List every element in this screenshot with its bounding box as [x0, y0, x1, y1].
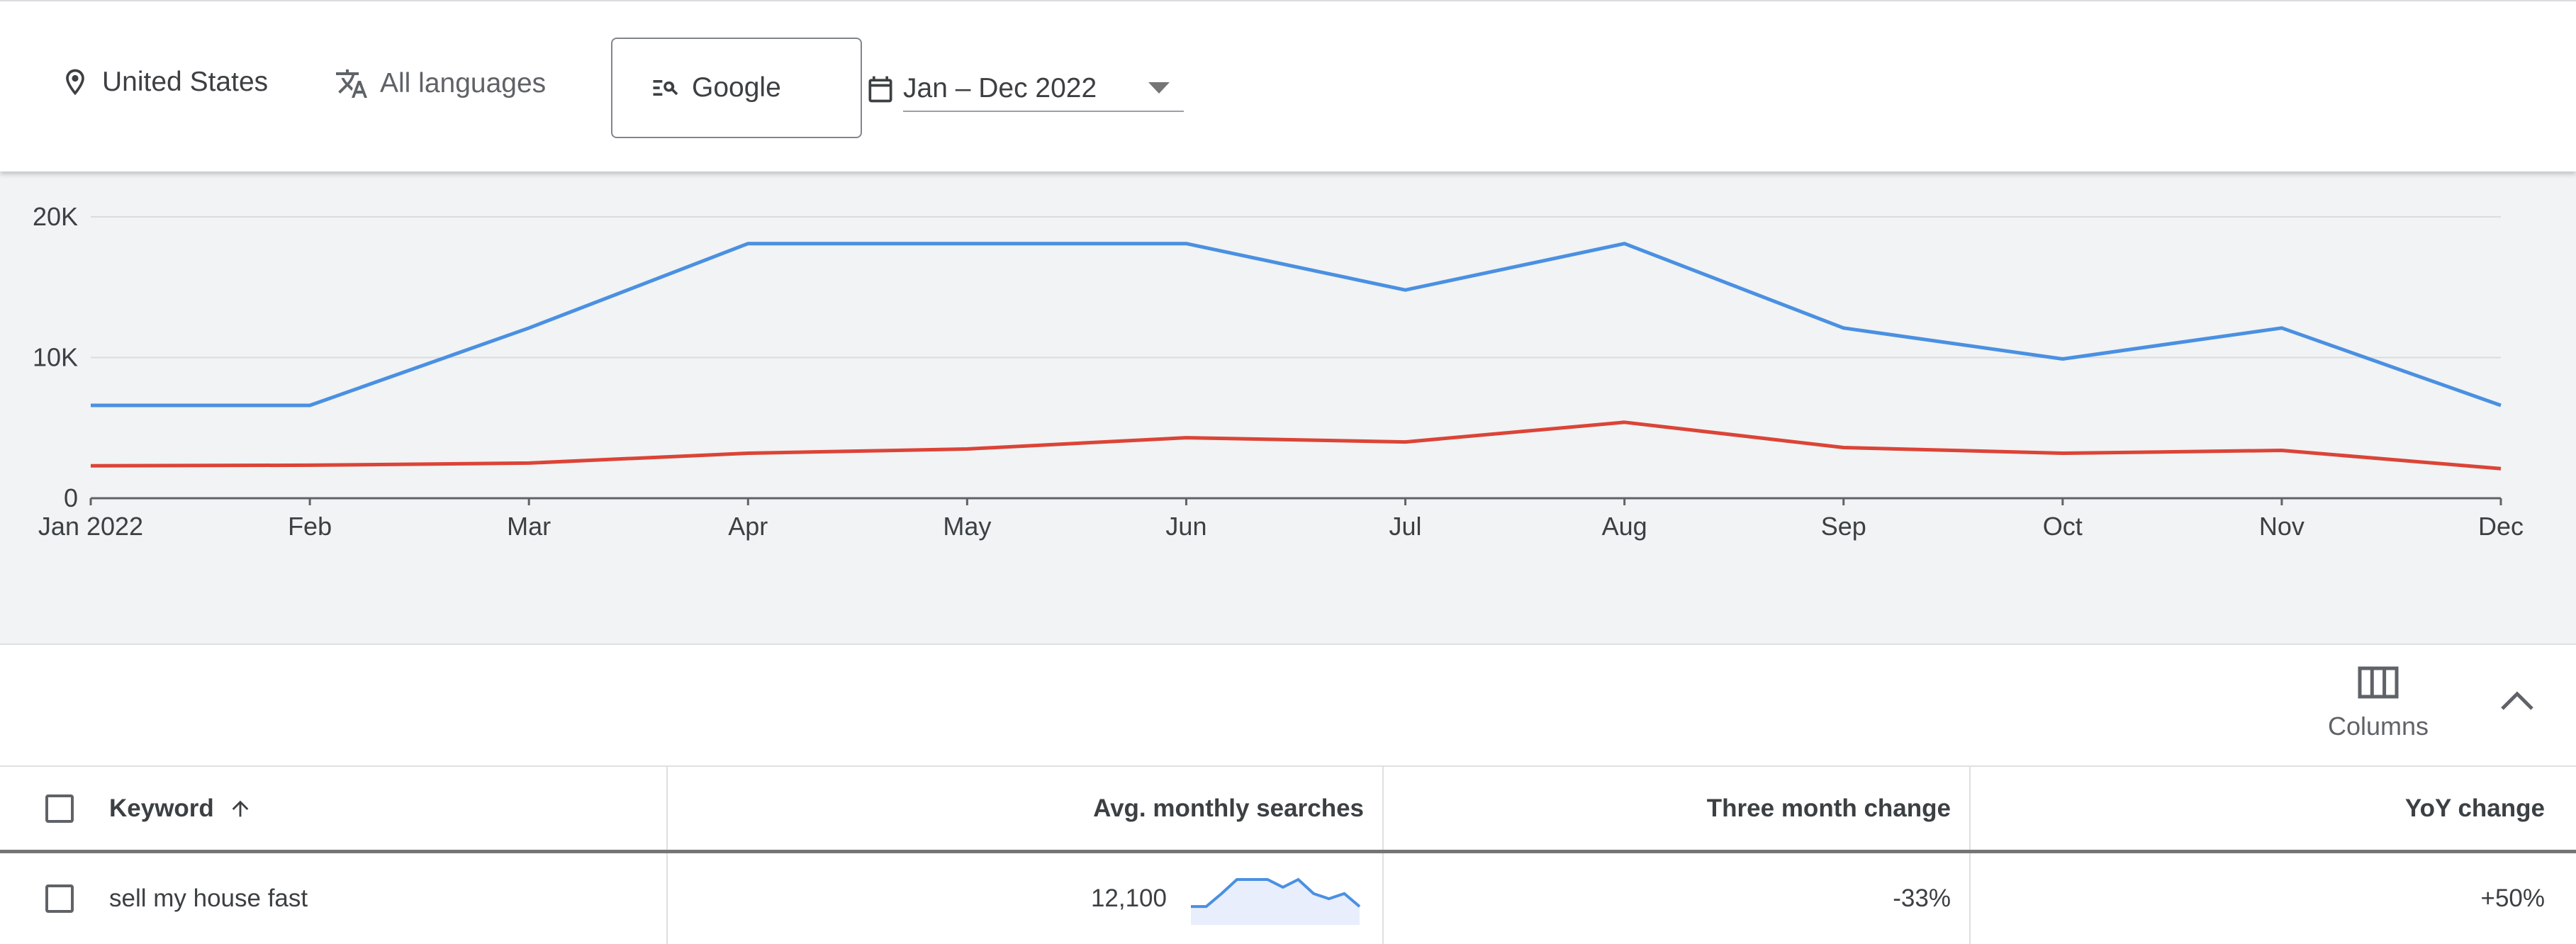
sparkline-line — [1191, 877, 1361, 909]
keyword-text: sell my house fast — [109, 884, 308, 912]
language-filter[interactable]: All languages — [335, 67, 546, 101]
series-line-1 — [91, 242, 2502, 408]
location-filter-label: United States — [102, 67, 269, 97]
yoy-change-header[interactable]: YoY change — [1969, 767, 2576, 850]
three-month-change-header[interactable]: Three month change — [1382, 767, 1969, 850]
three-month-change-cell: -33% — [1382, 853, 1969, 944]
calendar-icon — [868, 76, 892, 103]
x-tick-label: Jul — [1389, 512, 1422, 541]
date-range-label: Jan – Dec 2022 — [903, 73, 1097, 103]
select-all-checkbox[interactable] — [45, 794, 74, 823]
row-checkbox[interactable] — [45, 884, 74, 913]
chevron-up-icon — [2501, 691, 2533, 710]
y-tick-label: 20K — [33, 202, 78, 231]
x-tick-label: Dec — [2478, 512, 2524, 541]
table-header: Keyword Avg. monthly searches Three mont… — [0, 765, 2576, 853]
search-volume-chart: 0 10K 20K Jan 2022 Feb Mar Apr May Jun Jul Aug Sep O… — [0, 172, 2576, 645]
network-filter-label: Google — [692, 72, 781, 103]
table-toolbar: Columns — [0, 645, 2576, 765]
avg-monthly-searches-cell: 12,100 — [666, 853, 1382, 944]
keyword-header-label: Keyword — [109, 794, 214, 822]
yoy-change-cell: +50% — [1969, 853, 2576, 944]
x-tick-label: Mar — [507, 512, 551, 541]
y-tick-label: 0 — [64, 483, 78, 512]
x-tick-label: Apr — [728, 512, 768, 541]
series-line-2 — [90, 420, 2502, 471]
x-tick-label: Jan 2022 — [38, 512, 143, 541]
three-month-change-label: Three month change — [1706, 794, 1951, 822]
yoy-change-value: +50% — [2480, 884, 2546, 912]
keyword-column-header[interactable]: Keyword — [0, 767, 666, 850]
columns-icon — [2358, 666, 2399, 699]
location-filter[interactable]: United States — [60, 67, 268, 98]
arrow-up-icon[interactable] — [228, 796, 252, 821]
location-pin-icon — [66, 69, 84, 96]
keyword-table: Keyword Avg. monthly searches Three mont… — [0, 765, 2576, 944]
avg-monthly-searches-header[interactable]: Avg. monthly searches — [666, 767, 1382, 850]
columns-button-label: Columns — [2327, 712, 2429, 741]
keyword-cell: sell my house fast — [0, 853, 666, 944]
table-row[interactable]: sell my house fast 12,100 -33% +50% — [0, 853, 2576, 944]
three-month-change-value: -33% — [1893, 884, 1951, 912]
columns-button[interactable]: Columns — [2318, 666, 2438, 751]
sparkline-area — [1191, 880, 1360, 925]
x-tick-label: Nov — [2259, 512, 2305, 541]
search-network-icon — [653, 80, 678, 96]
x-tick-label: Oct — [2043, 512, 2083, 541]
language-filter-label: All languages — [380, 68, 547, 99]
date-range-filter[interactable]: Jan – Dec 2022 — [865, 67, 1184, 112]
x-tick-label: Sep — [1821, 512, 1866, 541]
date-range-dropdown[interactable]: Jan – Dec 2022 — [903, 67, 1184, 112]
collapse-chart-button[interactable] — [2499, 687, 2535, 715]
x-tick-label: May — [943, 512, 991, 541]
avg-monthly-searches-label: Avg. monthly searches — [1093, 794, 1364, 822]
x-tick-label: Jun — [1165, 512, 1206, 541]
avg-monthly-searches-value: 12,100 — [1090, 884, 1167, 912]
translate-icon — [336, 69, 367, 98]
trend-sparkline[interactable] — [1187, 872, 1364, 925]
line-chart: 0 10K 20K Jan 2022 Feb Mar Apr May Jun Jul Aug Sep O… — [33, 202, 2524, 541]
caret-down-icon — [1148, 82, 1170, 94]
x-tick-label: Aug — [1602, 512, 1647, 541]
filter-bar: United States All languages Google Jan –… — [0, 0, 2576, 172]
x-tick-label: Feb — [288, 512, 332, 541]
yoy-change-label: YoY change — [2404, 794, 2545, 822]
network-filter[interactable]: Google — [611, 38, 862, 138]
y-tick-label: 10K — [33, 343, 78, 372]
